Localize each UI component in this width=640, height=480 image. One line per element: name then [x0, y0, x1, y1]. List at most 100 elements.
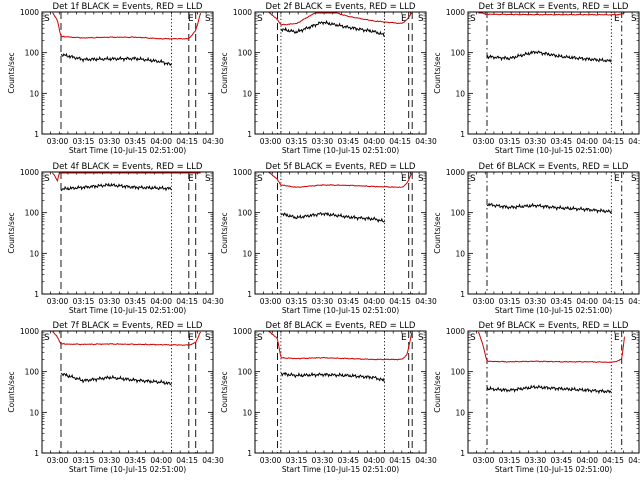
x-tick-label: 03:15: [73, 456, 95, 465]
x-axis-label: Start Time (10-Jul-15 02:51:00): [282, 465, 399, 474]
x-tick-label: 03:45: [337, 137, 359, 146]
x-tick-label: 04:15: [176, 456, 198, 465]
events-series-line: [60, 372, 172, 386]
panel-det-3: Det 3f BLACK = Events, RED = LLD 1 10 100 10…: [433, 2, 640, 155]
y-tick-label: 1000: [446, 327, 465, 336]
chart-title: Det 6f BLACK = Events, RED = LLD: [479, 162, 629, 172]
y-tick-label: 10: [455, 249, 465, 258]
x-tick-label: 03:00: [260, 297, 282, 306]
panel-det-5: Det 5f BLACK = Events, RED = LLD 1 10 100 10…: [220, 162, 437, 315]
y-tick-label: 100: [25, 49, 40, 58]
plot-frame: [41, 171, 214, 295]
plot-frame: [467, 11, 640, 135]
panel-det-9: Det 9f BLACK = Events, RED = LLD 1 10 100 10…: [433, 321, 640, 474]
x-tick-label: 03:15: [73, 297, 95, 306]
plot-frame: [254, 330, 427, 454]
end-marker: E: [188, 14, 194, 24]
y-tick-label: 1000: [446, 168, 465, 177]
y-axis-label: Counts/sec: [7, 212, 16, 253]
events-series-line: [486, 384, 612, 395]
x-tick-label: 04:15: [176, 137, 198, 146]
y-tick-label: 1: [34, 130, 39, 139]
x-tick-label: 04:15: [389, 297, 411, 306]
plot-frame: [467, 330, 640, 454]
start-marker-right: S: [205, 14, 211, 24]
chart-title: Det 5f BLACK = Events, RED = LLD: [266, 162, 416, 172]
lld-series-line: [477, 331, 625, 364]
plot-frame: [467, 171, 640, 295]
y-tick-label: 1: [247, 130, 252, 139]
x-tick-label: 03:45: [337, 297, 359, 306]
panel-det-2: Det 2f BLACK = Events, RED = LLD 1 10 100 10…: [220, 2, 437, 155]
x-tick-label: 03:00: [47, 456, 69, 465]
x-tick-label: 03:30: [99, 137, 121, 146]
x-tick-label: 03:00: [47, 137, 69, 146]
x-tick-label: 04:30: [202, 456, 224, 465]
y-axis-label: Counts/sec: [220, 371, 229, 412]
y-tick-label: 1000: [20, 8, 39, 17]
x-tick-label: 03:30: [525, 137, 547, 146]
y-tick-label: 1000: [20, 327, 39, 336]
chart-title: Det 9f BLACK = Events, RED = LLD: [479, 321, 629, 331]
x-axis-label: Start Time (10-Jul-15 02:51:00): [69, 306, 186, 315]
x-tick-label: 04:30: [202, 137, 224, 146]
y-tick-label: 1000: [233, 8, 252, 17]
start-marker-right: S: [631, 174, 637, 184]
x-tick-label: 04:15: [602, 456, 624, 465]
lld-series-line: [268, 331, 413, 361]
x-axis-label: Start Time (10-Jul-15 02:51:00): [282, 146, 399, 155]
x-tick-label: 03:45: [124, 456, 146, 465]
y-tick-label: 1: [460, 290, 465, 299]
x-tick-label: 04:00: [150, 456, 172, 465]
y-tick-label: 100: [25, 368, 40, 377]
x-tick-label: 03:30: [312, 456, 334, 465]
x-tick-label: 04:00: [363, 456, 385, 465]
x-axis-label: Start Time (10-Jul-15 02:51:00): [495, 306, 612, 315]
lld-series-line: [52, 172, 201, 182]
end-marker: E: [614, 14, 620, 24]
y-axis-label: Counts/sec: [220, 212, 229, 253]
y-axis-label: Counts/sec: [7, 371, 16, 412]
x-tick-label: 03:15: [286, 297, 308, 306]
x-tick-label: 04:15: [389, 137, 411, 146]
events-series-line: [486, 202, 612, 214]
start-marker-right: S: [205, 174, 211, 184]
x-tick-label: 03:15: [499, 297, 521, 306]
y-tick-label: 10: [29, 89, 39, 98]
x-tick-label: 03:15: [286, 137, 308, 146]
end-marker: E: [188, 174, 194, 184]
end-marker: E: [401, 14, 407, 24]
y-tick-label: 100: [238, 209, 253, 218]
chart-title: Det 8f BLACK = Events, RED = LLD: [266, 321, 416, 331]
start-marker-right: S: [205, 333, 211, 343]
x-tick-label: 03:00: [260, 456, 282, 465]
y-tick-label: 100: [451, 49, 466, 58]
y-tick-label: 1: [34, 290, 39, 299]
y-tick-label: 1000: [233, 327, 252, 336]
x-tick-label: 04:30: [202, 297, 224, 306]
x-tick-label: 03:30: [525, 297, 547, 306]
y-tick-label: 1: [34, 449, 39, 458]
y-axis-label: Counts/sec: [433, 371, 442, 412]
chart-title: Det 1f BLACK = Events, RED = LLD: [53, 2, 203, 12]
start-marker-right: S: [418, 14, 424, 24]
y-tick-label: 10: [242, 249, 252, 258]
x-tick-label: 03:15: [286, 456, 308, 465]
x-tick-label: 03:00: [473, 456, 495, 465]
chart-title: Det 7f BLACK = Events, RED = LLD: [53, 321, 203, 331]
events-series-line: [486, 50, 612, 63]
y-axis-label: Counts/sec: [433, 212, 442, 253]
start-marker-right: S: [631, 14, 637, 24]
start-marker: S: [44, 174, 50, 184]
x-tick-label: 03:00: [473, 137, 495, 146]
end-marker: E: [401, 333, 407, 343]
end-marker: E: [188, 333, 194, 343]
y-tick-label: 100: [238, 368, 253, 377]
end-marker: E: [614, 333, 620, 343]
lld-series-line: [52, 12, 202, 40]
y-tick-label: 10: [455, 89, 465, 98]
y-tick-label: 10: [29, 408, 39, 417]
start-marker: S: [470, 174, 476, 184]
x-tick-label: 04:15: [602, 297, 624, 306]
x-tick-label: 03:15: [499, 137, 521, 146]
